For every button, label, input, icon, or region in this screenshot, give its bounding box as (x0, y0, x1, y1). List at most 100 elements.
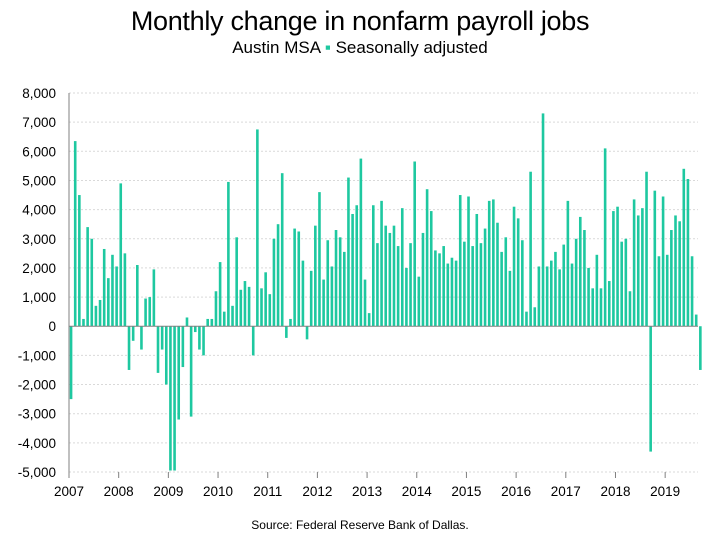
bar (554, 251, 557, 327)
bar (276, 224, 280, 327)
bar (417, 276, 421, 327)
bar (388, 232, 392, 327)
bar (82, 318, 85, 327)
bar (665, 254, 669, 327)
bar (343, 251, 346, 327)
y-tick-label: -5,000 (18, 465, 56, 480)
bar (545, 266, 549, 327)
bar (479, 243, 483, 327)
x-tick-label: 2007 (54, 484, 84, 499)
x-tick-label: 2014 (402, 484, 433, 499)
bar (657, 256, 661, 327)
bar (309, 270, 313, 327)
bar (351, 213, 354, 327)
bar (189, 326, 193, 417)
bar (578, 216, 582, 327)
bar (235, 237, 238, 327)
bar (463, 241, 466, 327)
y-tick-label: 6,000 (22, 144, 56, 159)
bar (314, 225, 317, 327)
x-tick-label: 2017 (551, 484, 581, 499)
bar (181, 326, 185, 368)
bar (305, 326, 309, 340)
bar (144, 298, 147, 327)
bar (131, 326, 135, 341)
bar (111, 254, 114, 327)
bar (429, 211, 433, 327)
bar (392, 225, 396, 327)
bar (107, 278, 110, 327)
bar (152, 269, 156, 327)
bar (289, 318, 292, 327)
bar (367, 313, 371, 327)
bar (487, 200, 491, 327)
bar (550, 260, 553, 327)
bar (649, 326, 652, 452)
bar (529, 171, 532, 327)
bar (599, 288, 603, 327)
bar (661, 196, 665, 327)
x-tick-label: 2016 (501, 484, 531, 499)
bar (363, 279, 367, 327)
bar (421, 232, 425, 327)
bar (73, 141, 77, 327)
bar (210, 318, 214, 327)
y-tick-label: 4,000 (22, 203, 56, 218)
bar (293, 228, 296, 327)
bar (86, 227, 89, 327)
y-tick-label: 1,000 (22, 290, 56, 305)
bar (338, 237, 342, 327)
bar (347, 177, 350, 327)
bar (119, 183, 123, 327)
bar (632, 199, 636, 327)
bar (127, 326, 131, 370)
bar (115, 266, 118, 327)
bar (98, 299, 102, 327)
bar (413, 161, 416, 327)
bar (624, 238, 628, 327)
bar (483, 228, 487, 327)
bar (218, 262, 222, 327)
source-note: Source: Federal Reserve Bank of Dallas. (251, 518, 469, 532)
bar (318, 192, 321, 327)
bar (396, 246, 400, 327)
bar (500, 251, 503, 327)
bars (69, 113, 702, 471)
x-tick-label: 2011 (253, 484, 282, 499)
bar (239, 289, 243, 327)
subtitle-adjustment: Seasonally adjusted (335, 38, 488, 57)
bar (641, 208, 644, 327)
y-tick-label: -3,000 (18, 407, 56, 422)
bar (607, 281, 611, 327)
bar (537, 266, 541, 327)
bar (603, 148, 607, 327)
bar (521, 240, 524, 327)
bar (425, 189, 429, 327)
y-tick-label: 2,000 (22, 261, 56, 276)
bar (434, 250, 437, 327)
bar (260, 288, 263, 327)
bar (636, 215, 640, 327)
bar (136, 265, 139, 327)
x-tick-label: 2013 (352, 484, 382, 499)
bar (400, 208, 404, 327)
bar (355, 205, 359, 327)
bar (384, 225, 388, 327)
bar (628, 291, 632, 327)
bar (231, 305, 234, 327)
bar (475, 213, 479, 327)
y-tick-label: -1,000 (18, 348, 56, 363)
bar (450, 257, 454, 327)
bar (264, 272, 267, 327)
bar (682, 168, 686, 327)
bar (512, 206, 516, 327)
bar (206, 318, 209, 327)
y-tick-label: 5,000 (22, 173, 56, 188)
bar (94, 305, 98, 327)
x-tick-label: 2008 (104, 484, 134, 499)
bar (558, 269, 561, 327)
bar (198, 326, 201, 350)
legend-square-icon: ▪ (324, 38, 331, 57)
bar (566, 200, 570, 327)
y-tick-label: -2,000 (18, 378, 56, 393)
